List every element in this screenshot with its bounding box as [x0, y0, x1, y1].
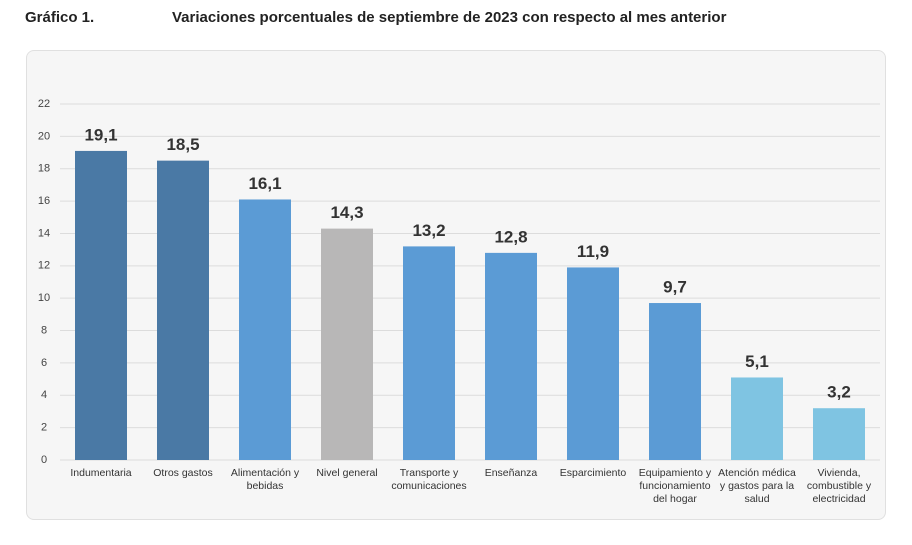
- bar: [813, 408, 865, 460]
- bar: [75, 150, 127, 460]
- value-label: 5,1: [745, 352, 769, 371]
- y-tick-label: 10: [38, 292, 50, 304]
- value-label: 18,5: [166, 135, 199, 154]
- y-tick-label: 6: [41, 357, 47, 369]
- value-label: 19,1: [84, 125, 117, 144]
- y-tick-label: 8: [41, 324, 47, 336]
- y-tick-label: 14: [38, 227, 50, 239]
- y-tick-label: 2: [41, 422, 47, 434]
- chart-label: Gráfico 1.: [25, 9, 95, 26]
- bar: [321, 228, 373, 460]
- value-label: 12,8: [494, 227, 527, 246]
- x-tick-label: Indumentaria: [70, 467, 132, 479]
- value-label: 14,3: [330, 203, 363, 222]
- y-tick-label: 0: [41, 454, 47, 466]
- y-tick-label: 22: [38, 98, 50, 110]
- x-tick-label: Esparcimiento: [559, 467, 627, 479]
- y-tick-label: 4: [41, 389, 47, 401]
- y-tick-label: 20: [38, 130, 50, 142]
- value-label: 13,2: [412, 221, 445, 240]
- x-tick-label: Nivel general: [316, 467, 378, 479]
- bar: [403, 246, 455, 460]
- bar: [239, 199, 291, 461]
- value-label: 3,2: [827, 383, 851, 402]
- x-tick-label: Vivienda, combustible y electricidad: [806, 467, 872, 505]
- y-tick-label: 12: [38, 260, 50, 272]
- x-tick-label: Otros gastos: [153, 467, 213, 479]
- x-tick-label: Transporte y comunicaciones: [391, 467, 467, 492]
- bar: [731, 377, 783, 460]
- bar: [567, 267, 619, 460]
- value-label: 16,1: [248, 174, 281, 193]
- value-label: 9,7: [663, 278, 687, 297]
- bar: [649, 303, 701, 460]
- chart-title: Variaciones porcentuales de septiembre d…: [172, 9, 727, 26]
- bar: [157, 160, 209, 461]
- value-label: 11,9: [577, 242, 609, 261]
- bar: [485, 252, 537, 460]
- y-tick-label: 16: [38, 195, 50, 207]
- x-tick-label: Alimentación y bebidas: [230, 467, 300, 492]
- x-tick-label: Atención médica y gastos para la salud: [718, 467, 796, 505]
- x-tick-label: Equipamiento y funcionamiento del hogar: [638, 467, 712, 505]
- y-tick-label: 18: [38, 163, 50, 175]
- x-tick-label: Enseñanza: [484, 467, 538, 479]
